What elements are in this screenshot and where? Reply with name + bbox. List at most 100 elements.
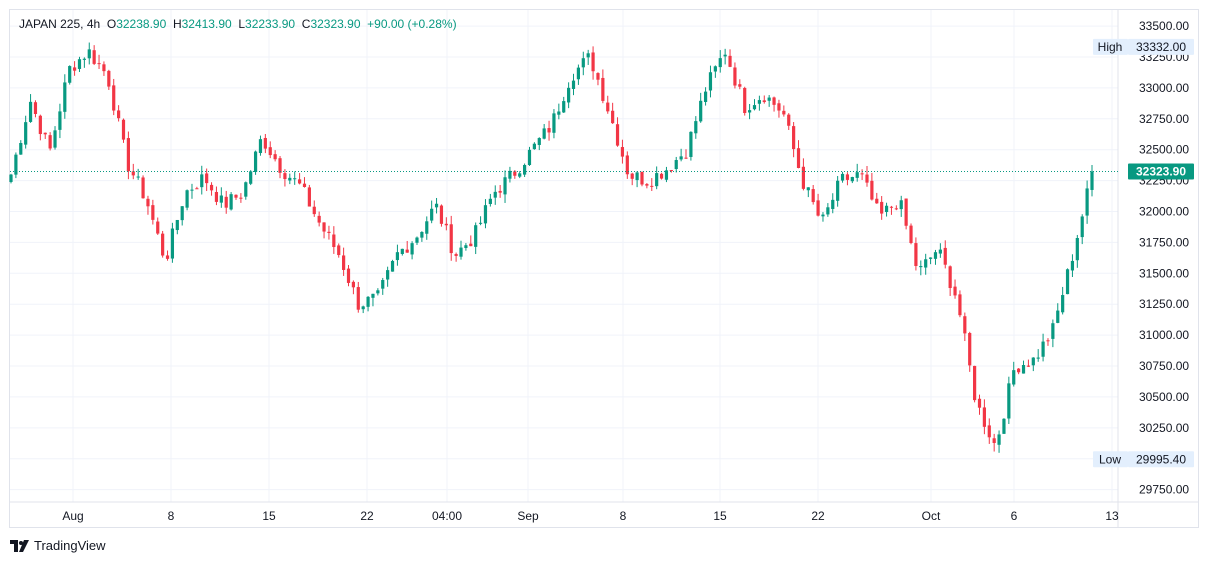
- high-label: H: [172, 17, 182, 31]
- candle: [694, 116, 698, 139]
- candle-body: [121, 119, 126, 140]
- candle-body: [513, 171, 517, 176]
- candle: [503, 170, 507, 203]
- candle-body: [239, 197, 243, 199]
- candle-body: [283, 173, 287, 180]
- candle-body: [170, 228, 175, 259]
- x-tick-label: 8: [168, 509, 175, 523]
- candle-body: [899, 200, 903, 210]
- candle-body: [214, 191, 219, 202]
- candle-body: [107, 70, 111, 87]
- candle-body: [655, 173, 659, 187]
- low-marker-label-bg: [1093, 451, 1128, 468]
- candle: [342, 247, 346, 276]
- candle-body: [263, 137, 267, 149]
- candle: [562, 96, 566, 114]
- candle-body: [415, 237, 419, 243]
- tradingview-brand[interactable]: TradingView: [10, 538, 106, 553]
- tradingview-logo-icon: [10, 539, 29, 552]
- candle-body: [307, 187, 311, 207]
- candle: [748, 103, 752, 120]
- y-tick-label: 32750.00: [1139, 112, 1189, 126]
- candle-body: [987, 425, 991, 438]
- candle-body: [273, 154, 277, 160]
- low-label: L: [238, 17, 246, 31]
- candle: [933, 249, 938, 265]
- low-marker-label: Low: [1099, 452, 1121, 466]
- candle-body: [557, 111, 561, 115]
- high-marker-value: 33332.00: [1136, 40, 1186, 54]
- candle: [982, 399, 986, 435]
- candle: [689, 131, 693, 161]
- candle-body: [200, 174, 204, 188]
- y-axis[interactable]: 33500.0033250.0033000.0032750.0032500.00…: [1139, 19, 1189, 497]
- candle: [469, 235, 473, 247]
- candle-body: [713, 66, 717, 72]
- candle: [576, 64, 581, 85]
- candle-body: [297, 179, 302, 184]
- candle-body: [425, 221, 429, 234]
- candle: [478, 216, 483, 226]
- candle: [552, 109, 556, 139]
- candle: [850, 176, 854, 184]
- candle-body: [547, 128, 551, 133]
- y-tick-label: 31000.00: [1139, 328, 1189, 342]
- candle-body: [1031, 357, 1035, 366]
- candle-body: [229, 194, 233, 210]
- candle: [92, 45, 96, 66]
- candle: [420, 231, 424, 242]
- candle: [449, 215, 453, 261]
- y-tick-label: 33500.00: [1139, 19, 1189, 33]
- candle-body: [1036, 357, 1040, 359]
- candle: [19, 140, 23, 155]
- candle: [596, 72, 600, 86]
- candle-body: [156, 221, 160, 234]
- candle-body: [635, 172, 639, 181]
- candle: [757, 95, 761, 111]
- candle-body: [723, 54, 727, 57]
- interval-label: 4h: [86, 17, 101, 31]
- candle: [1085, 180, 1089, 224]
- candle-body: [361, 306, 365, 310]
- candle-body: [782, 110, 786, 115]
- candle: [38, 114, 42, 141]
- candle-body: [180, 206, 184, 221]
- candle: [767, 95, 771, 107]
- candle: [919, 260, 923, 276]
- candle: [772, 96, 776, 112]
- candle: [444, 217, 448, 231]
- candle-body: [312, 206, 316, 215]
- candle: [146, 195, 150, 215]
- candle-body: [376, 290, 380, 294]
- candle-body: [845, 174, 850, 180]
- x-tick-label: 6: [1011, 509, 1018, 523]
- candle: [165, 250, 170, 261]
- candle-body: [146, 198, 150, 207]
- candle-body: [796, 148, 801, 169]
- candle: [611, 102, 615, 124]
- candle-body: [762, 100, 766, 103]
- candle: [787, 113, 791, 130]
- candle: [249, 170, 253, 186]
- candle-body: [831, 199, 835, 209]
- candle: [870, 172, 874, 201]
- candle-body: [728, 55, 732, 67]
- candle-body: [77, 59, 82, 69]
- chart-frame[interactable]: [9, 9, 1199, 528]
- candle: [381, 277, 385, 295]
- candle: [195, 186, 199, 190]
- candle: [1002, 418, 1006, 434]
- candle: [386, 266, 390, 287]
- candle: [801, 158, 806, 191]
- x-axis[interactable]: Aug 8 15 22 04:00 Sep 8 15 22 Oct 6 13: [62, 509, 1119, 523]
- candle: [728, 49, 732, 68]
- candle-body: [836, 180, 840, 201]
- candle: [777, 99, 781, 118]
- candle-body: [209, 184, 214, 191]
- candle-body: [327, 231, 331, 233]
- candle: [1046, 338, 1050, 346]
- candle: [1012, 361, 1016, 387]
- candle-body: [518, 173, 522, 177]
- candle-body: [190, 189, 194, 191]
